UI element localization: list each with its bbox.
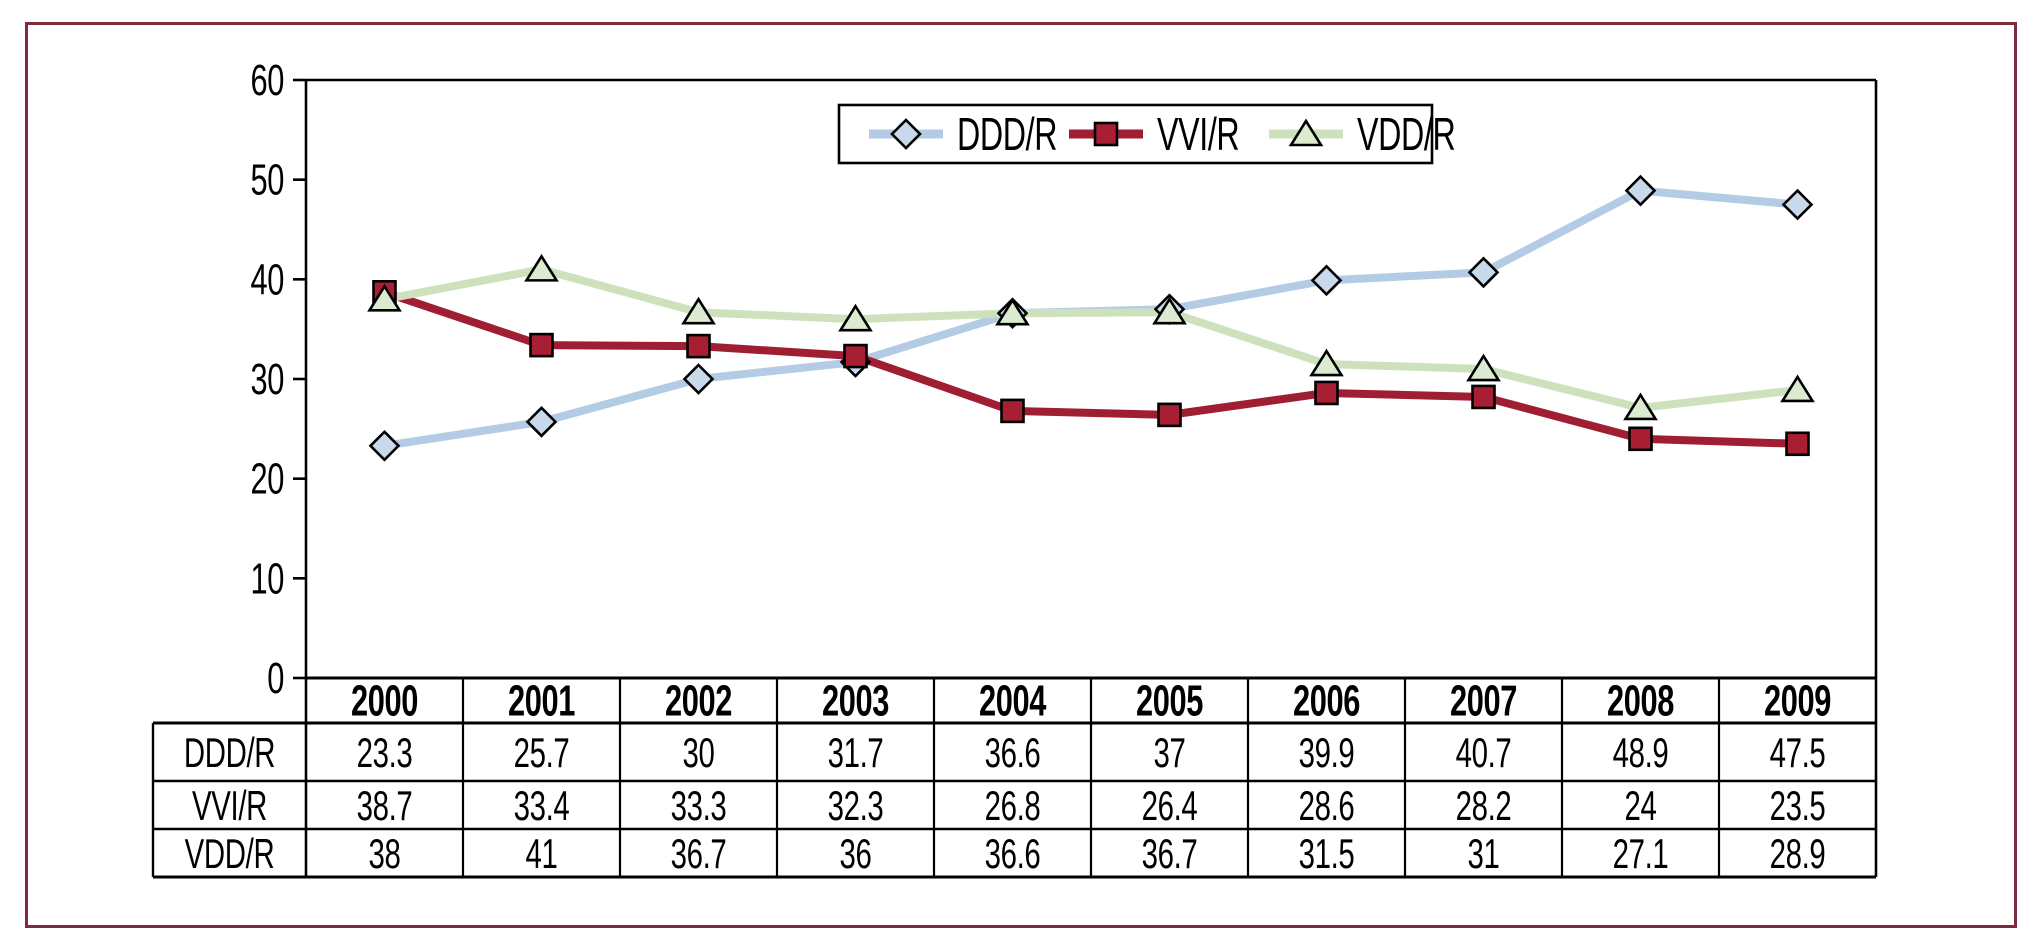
vvi-r-square-marker: [1785, 431, 1810, 457]
vdd-r-triangle-marker: [367, 283, 402, 312]
vvi-r-square-marker: [843, 343, 868, 369]
ddd-r-diamond-marker: [1310, 264, 1343, 297]
vdd-r-triangle-marker: [1466, 353, 1501, 382]
table-cell-value: 47.5: [1770, 729, 1826, 777]
table-cell-value: 30: [682, 729, 714, 777]
table-header-year: 2002: [665, 677, 732, 726]
vdd-r-triangle-marker: [1780, 374, 1815, 403]
legend-vdd-r-triangle-icon: [1288, 118, 1324, 147]
table-cell-value: 41: [525, 830, 557, 878]
y-tick-label: 60: [250, 57, 284, 106]
table-cell-value: 38.7: [357, 782, 413, 830]
table-cell-value: 31.5: [1299, 830, 1355, 878]
table-cell-value: 28.6: [1299, 782, 1355, 830]
table-cell-value: 25.7: [514, 729, 570, 777]
y-tick-label: 40: [250, 256, 284, 305]
vvi-r-square-marker: [1157, 402, 1182, 428]
vvi-r-square-marker: [529, 332, 554, 358]
ddd-r-diamond-marker: [525, 406, 558, 438]
table-cell-value: 33.4: [514, 782, 570, 830]
table-header-year: 2001: [508, 677, 575, 726]
vdd-r-triangle-marker: [995, 297, 1030, 326]
vdd-r-triangle-marker: [524, 253, 559, 282]
table-cell-value: 26.8: [985, 782, 1041, 830]
series-markers-ddd-r: [368, 174, 1814, 462]
vvi-r-square-marker: [1628, 426, 1653, 452]
table-header-year: 2006: [1293, 677, 1360, 726]
legend-vvi-r-square-icon: [1093, 121, 1119, 147]
y-tick-label: 10: [250, 555, 284, 604]
table-cell-value: 26.4: [1142, 782, 1198, 830]
table-cell-value: 36.7: [671, 830, 727, 878]
table-cell-value: 23.5: [1770, 782, 1826, 830]
table-cell-value: 33.3: [671, 782, 727, 830]
y-tick-label: 20: [250, 455, 284, 504]
table-cell-value: 48.9: [1613, 729, 1669, 777]
table-cell-value: 28.9: [1770, 830, 1826, 878]
series-lines: [380, 186, 1802, 450]
table-header-year: 2004: [979, 677, 1046, 726]
series-line-ddd-r: [380, 186, 1802, 450]
y-tick-label: 0: [267, 655, 284, 704]
vdd-r-triangle-marker: [1152, 296, 1187, 325]
legend-label: DDD/R: [957, 109, 1057, 160]
table-header-year: 2000: [351, 677, 418, 726]
series-line-vvi-r: [380, 288, 1802, 448]
table-cell-value: 27.1: [1613, 830, 1669, 878]
table-row-label: VVI/R: [192, 782, 267, 830]
legend-item-vdd-r: VDD/R: [1269, 109, 1456, 160]
ddd-r-diamond-marker: [368, 429, 401, 462]
vdd-r-triangle-marker: [838, 303, 873, 332]
vdd-r-triangle-marker: [1309, 348, 1344, 377]
table-cell-value: 37: [1153, 729, 1185, 777]
table-cell-value: 28.2: [1456, 782, 1512, 830]
legend-label: VVI/R: [1157, 109, 1239, 160]
series-line-vdd-r: [380, 265, 1802, 412]
vvi-r-square-marker: [1471, 384, 1496, 410]
legend-ddd-r-diamond-icon: [890, 118, 922, 150]
table-cell-value: 40.7: [1456, 729, 1512, 777]
y-axis-ticks: 0 10 20 30 40 50 60: [250, 57, 306, 704]
table-cell-value: 36.6: [985, 830, 1041, 878]
table-header-year: 2007: [1450, 677, 1517, 726]
figure-border-frame: [25, 22, 2017, 928]
vdd-r-triangle-marker: [1623, 392, 1658, 421]
table-cell-value: 24: [1624, 782, 1656, 830]
legend-item-vvi-r: VVI/R: [1069, 109, 1240, 160]
ddd-r-diamond-marker: [1781, 188, 1814, 221]
table-cell-value: 32.3: [828, 782, 884, 830]
table-row-label: DDD/R: [184, 729, 275, 777]
table-header-year: 2003: [822, 677, 889, 726]
data-table: 2000 2001 2002 2003 2004 2005 2006 2007 2008 2009…: [151, 677, 1876, 879]
vvi-r-square-marker: [1000, 398, 1025, 424]
table-cell-value: 39.9: [1299, 729, 1355, 777]
vvi-r-square-marker: [1314, 380, 1339, 406]
vdd-r-triangle-marker: [681, 296, 716, 325]
table-header-year: 2009: [1764, 677, 1831, 726]
ddd-r-diamond-marker: [1624, 174, 1657, 207]
table-cell-value: 31.7: [828, 729, 884, 777]
table-cell-value: 36.7: [1142, 830, 1198, 878]
table-cell-value: 36: [839, 830, 871, 878]
legend-item-ddd-r: DDD/R: [869, 109, 1058, 160]
table-header-year: 2008: [1607, 677, 1674, 726]
table-cell-value: 36.6: [985, 729, 1041, 777]
y-tick-label: 30: [250, 356, 284, 405]
ddd-r-diamond-marker: [682, 363, 715, 395]
table-cell-value: 31: [1467, 830, 1499, 878]
table-cell-value: 38: [368, 830, 400, 878]
legend-label: VDD/R: [1357, 109, 1455, 160]
series-markers-vdd-r: [367, 253, 1815, 421]
ddd-r-diamond-marker: [1467, 256, 1500, 289]
legend: DDD/R VVI/R VDD/R: [837, 103, 1456, 165]
y-tick-label: 50: [250, 156, 284, 205]
vvi-r-square-marker: [686, 333, 711, 359]
table-row-label: VDD/R: [185, 830, 275, 878]
table-cell-value: 23.3: [357, 729, 413, 777]
table-header-year: 2005: [1136, 677, 1203, 726]
